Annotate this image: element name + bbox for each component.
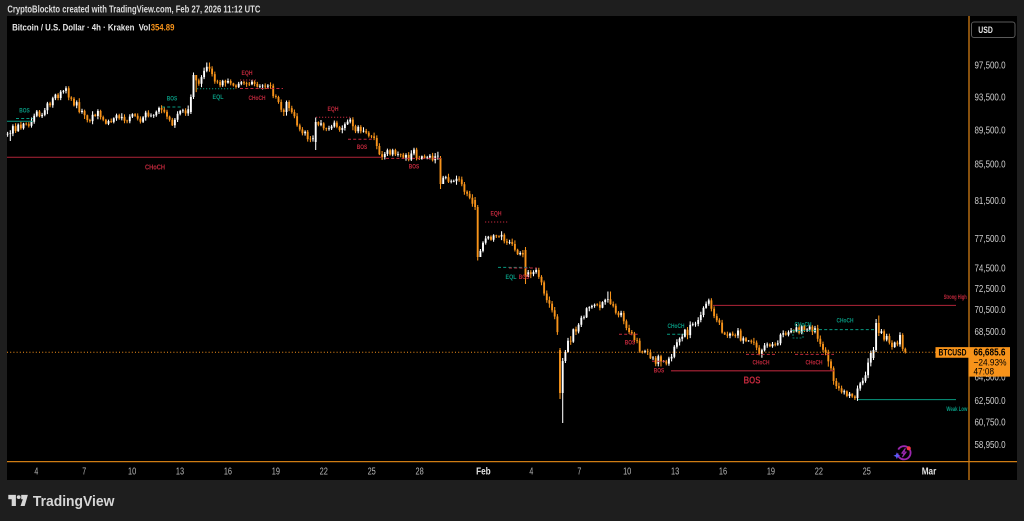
svg-text:81,500.0: 81,500.0 xyxy=(975,195,1006,207)
svg-text:19: 19 xyxy=(272,466,280,477)
svg-text:93,500.0: 93,500.0 xyxy=(975,91,1006,103)
svg-text:4: 4 xyxy=(34,466,38,477)
svg-text:Mar: Mar xyxy=(922,466,937,477)
svg-text:22: 22 xyxy=(815,466,823,477)
svg-text:BTCUSD: BTCUSD xyxy=(939,347,967,357)
svg-text:CHoCH: CHoCH xyxy=(806,360,823,367)
svg-text:25: 25 xyxy=(863,466,872,477)
svg-text:BOS: BOS xyxy=(409,164,420,171)
svg-text:CHoCH: CHoCH xyxy=(795,322,812,329)
svg-text:354.89: 354.89 xyxy=(151,23,175,33)
svg-text:CHoCH: CHoCH xyxy=(145,165,165,172)
svg-text:BOS: BOS xyxy=(357,144,368,151)
svg-text:28: 28 xyxy=(415,466,424,477)
svg-text:70,500.0: 70,500.0 xyxy=(975,304,1006,316)
svg-text:16: 16 xyxy=(224,466,233,477)
svg-text:25: 25 xyxy=(368,466,377,477)
svg-text:60,750.0: 60,750.0 xyxy=(975,416,1006,428)
svg-text:10: 10 xyxy=(623,466,632,477)
svg-text:Feb: Feb xyxy=(476,466,491,477)
svg-text:−24.93%: −24.93% xyxy=(974,357,1007,368)
svg-text:77,500.0: 77,500.0 xyxy=(975,233,1006,245)
svg-text:7: 7 xyxy=(577,466,581,477)
svg-text:Weak Low: Weak Low xyxy=(946,406,967,413)
svg-text:BOS: BOS xyxy=(19,108,30,115)
svg-text:USD: USD xyxy=(978,25,993,35)
svg-text:BOS: BOS xyxy=(744,376,761,387)
svg-text:72,500.0: 72,500.0 xyxy=(975,283,1006,295)
svg-text:62,500.0: 62,500.0 xyxy=(975,395,1006,407)
svg-text:89,500.0: 89,500.0 xyxy=(975,124,1006,136)
svg-text:Bitcoin / U.S. Dollar · 4h · K: Bitcoin / U.S. Dollar · 4h · Kraken Vol xyxy=(12,23,150,33)
svg-text:CHoCH: CHoCH xyxy=(249,95,266,102)
svg-text:Strong High: Strong High xyxy=(944,294,967,301)
svg-text:CHoCH: CHoCH xyxy=(753,360,770,367)
svg-text:85,500.0: 85,500.0 xyxy=(975,159,1006,171)
svg-text:EQL: EQL xyxy=(506,274,517,281)
svg-text:16: 16 xyxy=(719,466,728,477)
svg-text:10: 10 xyxy=(128,466,137,477)
svg-text:74,500.0: 74,500.0 xyxy=(975,263,1006,275)
svg-text:BOS: BOS xyxy=(654,368,665,375)
svg-text:TradingView: TradingView xyxy=(33,493,115,510)
svg-text:EQL: EQL xyxy=(213,94,224,101)
svg-text:66,685.6: 66,685.6 xyxy=(974,348,1006,359)
svg-text:BOS: BOS xyxy=(167,96,178,103)
svg-text:4: 4 xyxy=(529,466,533,477)
svg-text:97,500.0: 97,500.0 xyxy=(975,60,1006,72)
svg-text:EQH: EQH xyxy=(242,70,253,77)
svg-text:68,500.0: 68,500.0 xyxy=(975,326,1006,338)
svg-text:CHoCH: CHoCH xyxy=(668,323,685,330)
svg-text:22: 22 xyxy=(320,466,328,477)
svg-text:47:08: 47:08 xyxy=(974,367,995,378)
svg-text:19: 19 xyxy=(767,466,775,477)
svg-text:CHoCH: CHoCH xyxy=(837,318,854,325)
svg-text:EQH: EQH xyxy=(491,211,502,218)
svg-text:BOS: BOS xyxy=(519,274,530,281)
svg-text:7: 7 xyxy=(82,466,86,477)
svg-text:13: 13 xyxy=(176,466,185,477)
svg-text:58,950.0: 58,950.0 xyxy=(975,439,1006,451)
svg-text:EQH: EQH xyxy=(328,106,339,113)
svg-text:CryptoBlockto created with Tra: CryptoBlockto created with TradingView.c… xyxy=(7,5,260,16)
svg-text:13: 13 xyxy=(671,466,680,477)
svg-text:BOS: BOS xyxy=(625,340,636,347)
